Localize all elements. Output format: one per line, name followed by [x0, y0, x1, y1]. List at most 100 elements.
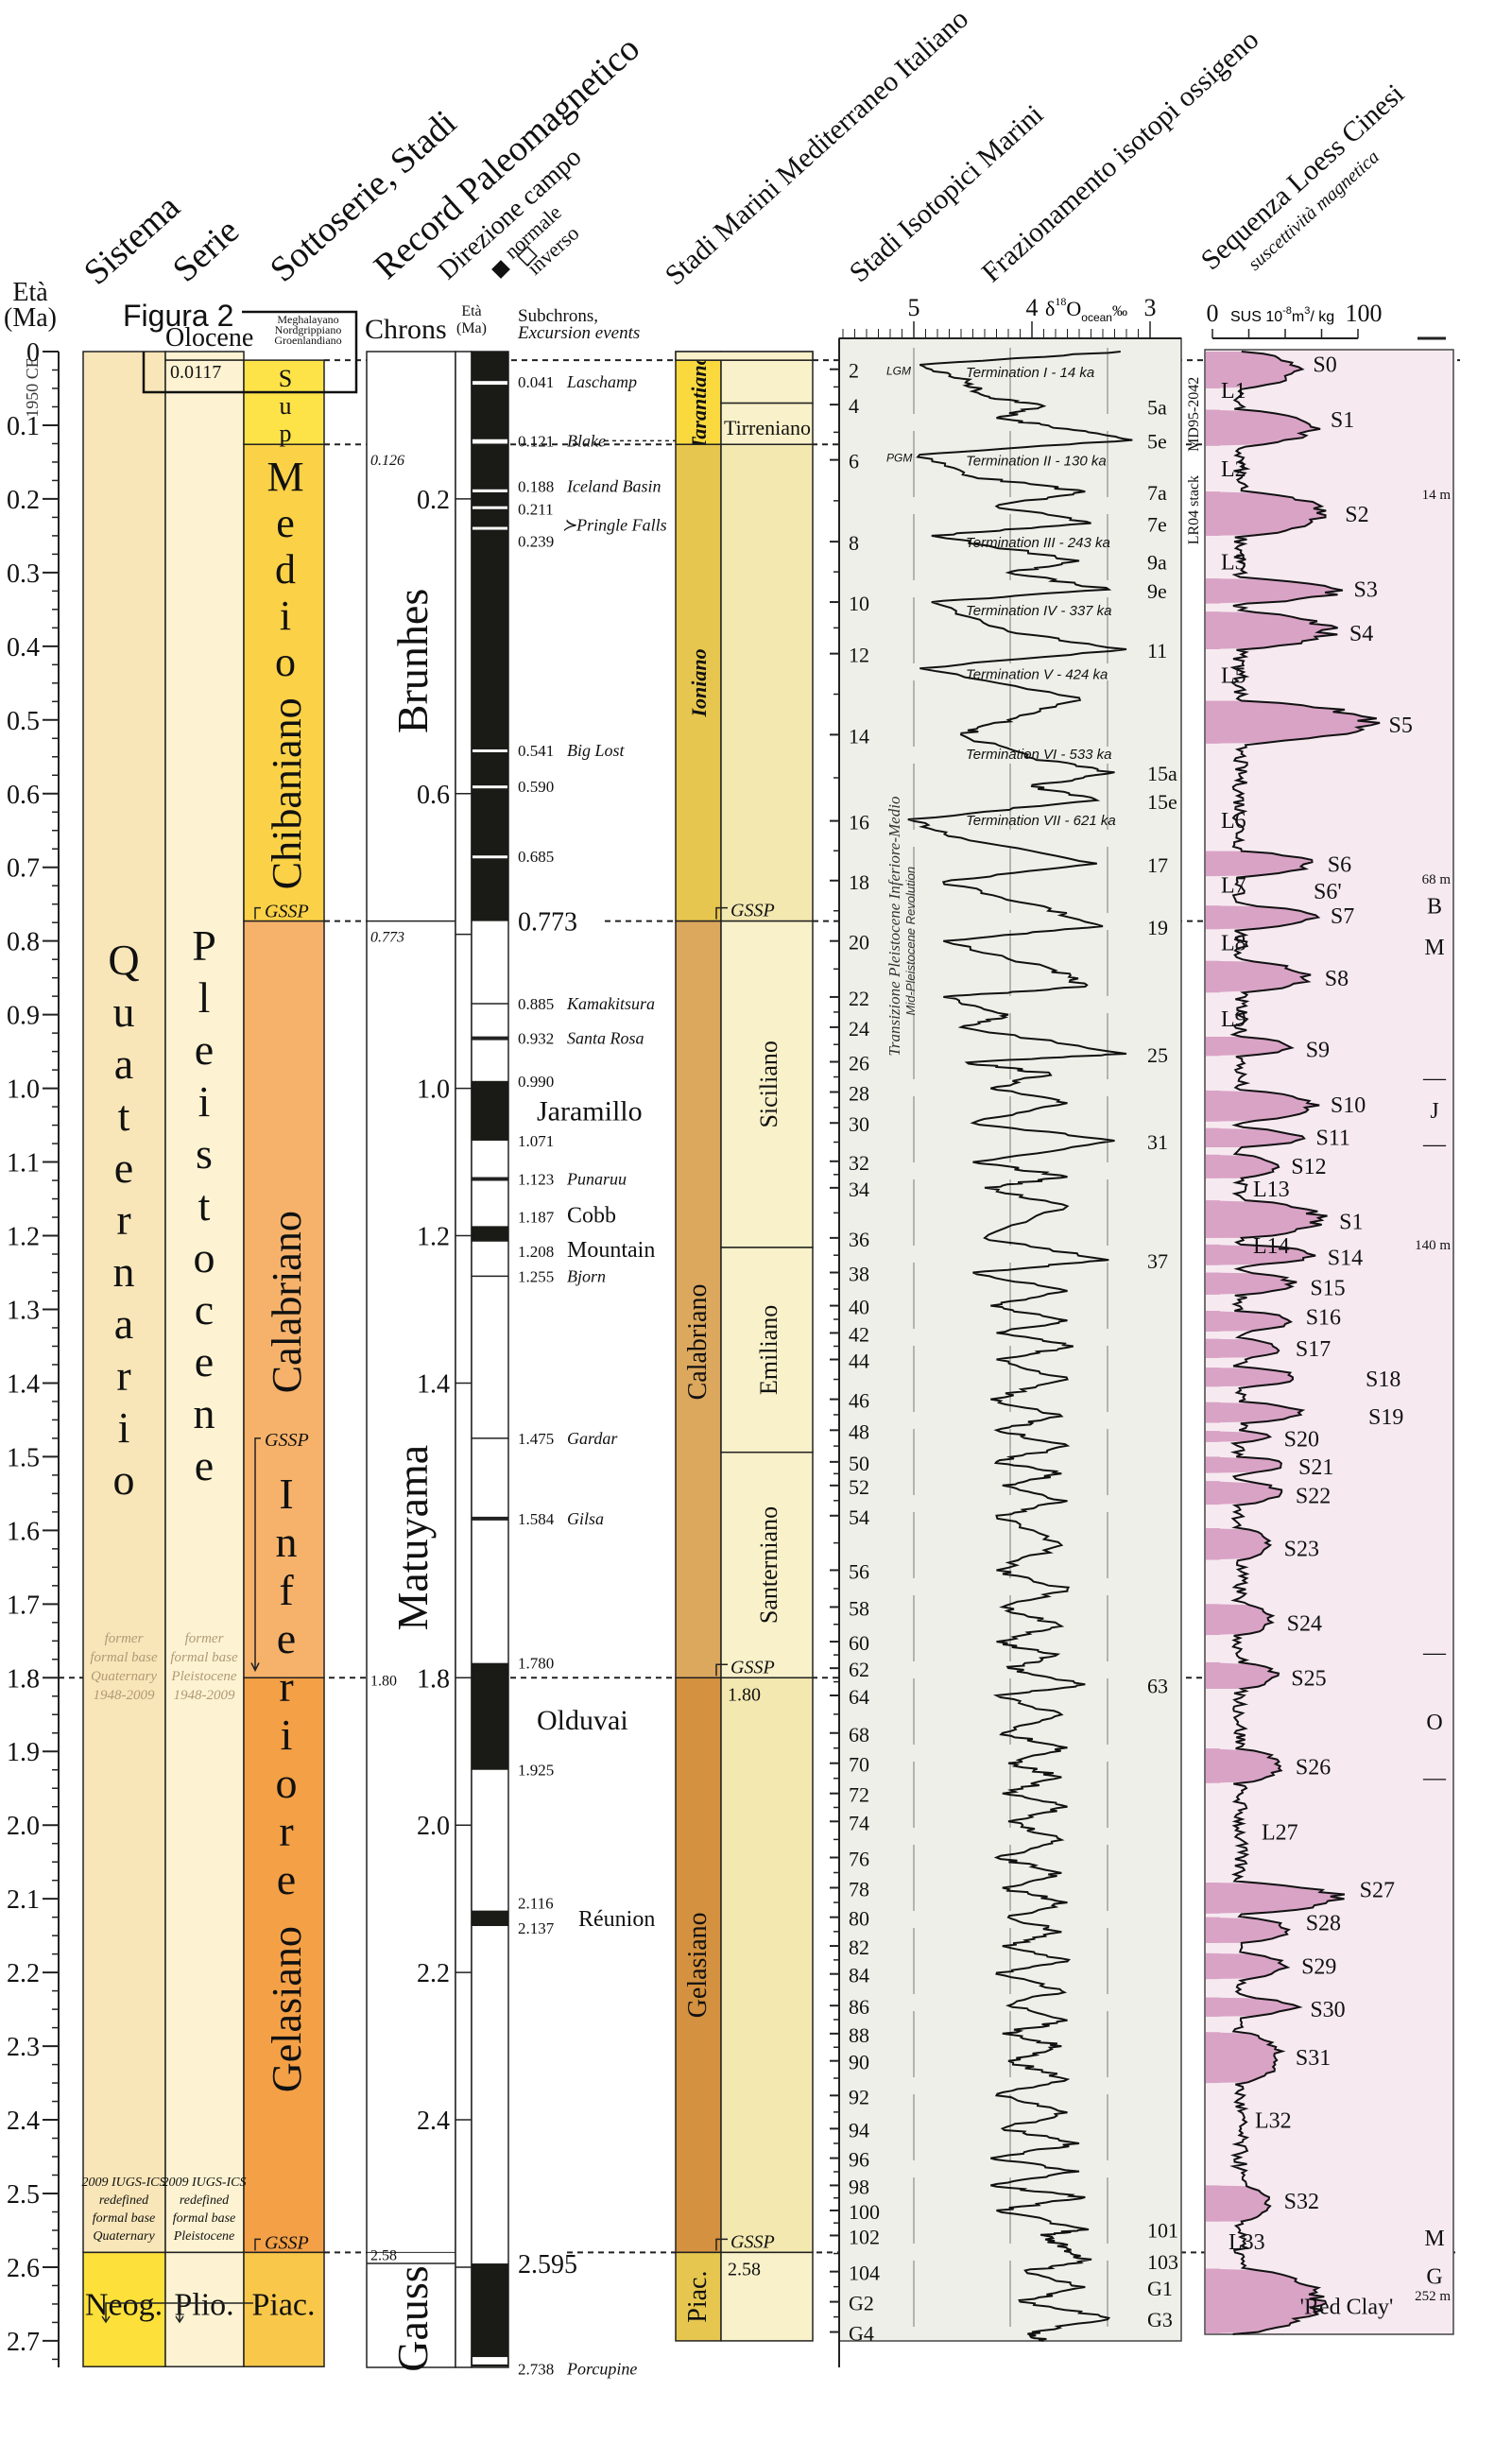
paleosol-label: S19	[1368, 1405, 1403, 1430]
sistema-column: Quaternario Neog.	[82, 351, 166, 2367]
mis-stage-label: 62	[849, 1658, 869, 1681]
marine-stage-gelasiano: Gelasiano	[683, 1912, 713, 2018]
mis-interglacial-label: G3	[1147, 2308, 1173, 2331]
subchron-boundary-age: 2.595	[518, 2250, 577, 2279]
stage-chibaniano: Chibaniano	[264, 697, 310, 889]
loess-axis-label-part: m	[1292, 309, 1304, 325]
former-base-note: former	[185, 1631, 224, 1646]
redefined-base-note: Quaternary	[93, 2229, 155, 2244]
mis-stage-label: 40	[849, 1296, 869, 1319]
sistema-unit	[82, 2251, 166, 2367]
former-base-note: Pleistocene	[170, 1669, 236, 1684]
depth-annotation: B	[1427, 894, 1442, 919]
age-tick-label: 1.7	[7, 1591, 40, 1620]
small-age-header-1: Età	[461, 303, 481, 319]
subchron-age: 0.885	[518, 995, 554, 1013]
paleosol-label: S30	[1310, 1998, 1345, 2022]
paleosol-band-fill	[1206, 1661, 1279, 1689]
holocene-stage: Nordgrippiano	[275, 323, 342, 336]
paleosol-label: S3	[1354, 577, 1378, 602]
paleosol-label: S28	[1306, 1912, 1341, 1936]
depth-annotation: —	[1422, 1641, 1447, 1665]
termination-label: Termination V - 424 ka	[966, 667, 1108, 683]
paleosol-band-fill	[1206, 1402, 1303, 1423]
subchron-name: Porcupine	[566, 2360, 637, 2379]
mis-stage-label: 88	[849, 2023, 869, 2047]
age-tick-label: 0.3	[7, 559, 40, 589]
olocene-label: Olocene	[165, 323, 253, 353]
chron-boundary-age: 0.126	[370, 453, 404, 469]
termination-label: Termination I - 14 ka	[966, 365, 1094, 381]
mis-stage-label: 60	[849, 1631, 869, 1655]
paleosol-band-fill	[1206, 1604, 1273, 1636]
chron-boundary-age: 1.80	[370, 1673, 397, 1689]
serie-holocene	[164, 351, 245, 361]
sottoserie-unit	[243, 359, 325, 445]
age-axis: 0 0.1 0.2 0.3 0.4 0.5 0.6 0.7 0.8 0.9 1.0 1.1 1.2 1.3…	[7, 338, 60, 2367]
serie-column: Pleistocene Plio.	[164, 351, 245, 2367]
redefined-base-note: 2009 IUGS-ICS	[162, 2176, 246, 2190]
chron-boundary-age: 2.58	[370, 2247, 397, 2263]
marine-stage-left	[675, 920, 722, 1679]
paleosol-label: S12	[1291, 1155, 1326, 1179]
marine-stage-right	[720, 2251, 814, 2342]
sottoserie-unit	[243, 443, 325, 922]
holocene-stage: Groenlandiano	[274, 334, 341, 347]
paleosol-band-fill	[1206, 1953, 1288, 1980]
former-base-note: 1948-2009	[174, 1688, 235, 1703]
mis-stage-label: 12	[849, 644, 869, 667]
paleosol-band-fill	[1206, 409, 1321, 446]
mis-stage-label: 50	[849, 1452, 869, 1475]
paleosol-label: S5	[1388, 714, 1412, 738]
sottoserie-column: Sup Medio Chibaniano Calabriano Inferiore Gel…	[243, 359, 325, 2367]
mis-stage-label: 18	[849, 870, 869, 894]
loess-unit-label: L32	[1255, 2108, 1292, 2133]
mis-stage-label: 68	[849, 1723, 869, 1746]
gssp-label: GSSP	[265, 1430, 309, 1451]
subchron-age: 2.738	[518, 2361, 554, 2379]
termination-label: Termination VII - 621 ka	[966, 813, 1116, 829]
age-tick-label: 0.5	[7, 707, 40, 736]
stage-calabriano: Calabriano	[264, 1211, 310, 1393]
loess-susceptibility-panel: 0 100 SUS 10-8m3/ kg MD95-2042 LR04 stack S0 S…	[1186, 300, 1454, 2335]
mis-stage-label: 72	[849, 1783, 869, 1807]
marine-stage-right	[720, 359, 814, 404]
marine-stage-piac: Piac.	[683, 2271, 713, 2323]
gssp-label: GSSP	[265, 902, 309, 922]
subchron-name: Kamakitsura	[566, 994, 655, 1013]
gssp-label: GSSP	[730, 901, 775, 921]
age-axis-title-line1: Età	[12, 278, 48, 307]
chron-age-label: 1.4	[417, 1369, 450, 1399]
subchron-age: 0.541	[518, 742, 554, 760]
marine-stage-right	[720, 1451, 814, 1679]
loess-axis-label-part: -8	[1282, 305, 1292, 317]
loess-unit-label: L9	[1221, 1007, 1246, 1032]
age-tick-label: 0.2	[7, 486, 40, 515]
sistema-label-neogene: Neog.	[85, 2288, 163, 2323]
redefined-base-note: redefined	[99, 2193, 149, 2208]
marine-top-block	[675, 351, 814, 361]
mis-stage-label: 54	[849, 1505, 869, 1529]
loess-unit-label: L13	[1253, 1178, 1290, 1202]
figure-label-box: Figura 2 MeghalayanoNordgrippianoGroenlan…	[123, 299, 358, 394]
isotope-axis-label-part: 18	[1055, 295, 1066, 308]
depth-annotation: —	[1422, 1132, 1447, 1157]
redefined-base-note: formal base	[93, 2211, 156, 2226]
depth-annotation: 14 m	[1422, 488, 1452, 503]
age-tick-label: 1.1	[7, 1149, 40, 1178]
mis-interglacial-label: 17	[1147, 853, 1168, 877]
excursion-stripe	[472, 526, 507, 530]
subchron-age: 1.255	[518, 1267, 554, 1285]
subchron-name: Gilsa	[567, 1509, 604, 1528]
subchron-age: 0.239	[518, 532, 554, 550]
age-tick-label: 1.9	[7, 1738, 40, 1767]
loess-axis-max: 100	[1346, 300, 1383, 327]
paleosol-label: S2	[1345, 503, 1368, 527]
mis-stage-label: 26	[849, 1052, 869, 1075]
loess-unit-label: L8	[1221, 931, 1246, 955]
sottoserie-unit	[243, 920, 325, 1679]
mis-stage-label: 104	[849, 2262, 880, 2285]
normal-polarity-diamond-icon	[491, 260, 510, 279]
loess-axis-label-part: / kg	[1310, 309, 1334, 325]
gssp-arrow-icon	[715, 906, 728, 920]
